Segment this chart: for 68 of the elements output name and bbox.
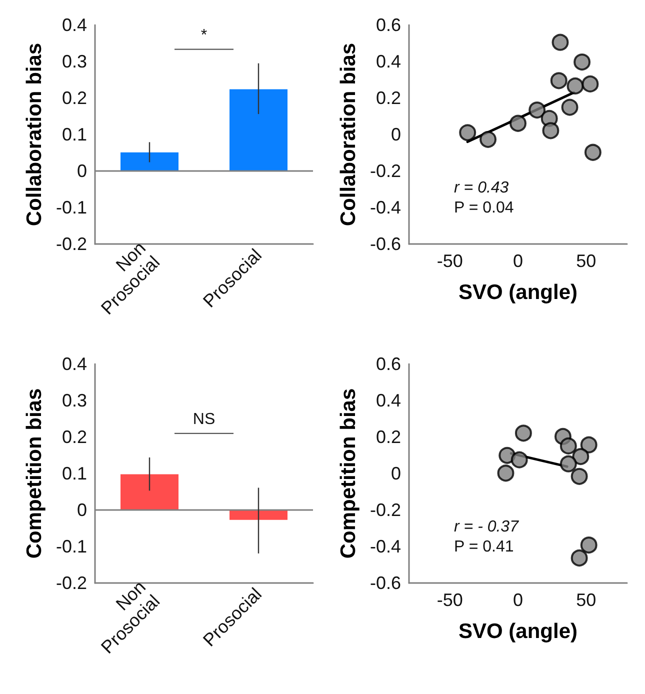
y-tick-label: -0.4	[370, 536, 401, 556]
y-tick-label: -0.2	[56, 573, 87, 593]
y-tick-label: 0.2	[376, 88, 401, 108]
x-tick-label: -50	[436, 590, 463, 610]
x-tick-label: 0	[512, 251, 524, 271]
point	[497, 464, 514, 482]
y-tick-label: -0.4	[370, 198, 401, 218]
point	[566, 77, 584, 94]
y-tick-label: 0.3	[62, 390, 87, 410]
x-tick-label: 50	[576, 590, 596, 610]
y-tick-label: 0.3	[62, 52, 87, 72]
y-tick-label: 0.4	[376, 52, 401, 72]
y-tick-label: 0.6	[376, 354, 401, 374]
y-axis-title: Competition bias	[23, 388, 46, 559]
y-tick-label: 0.4	[62, 15, 87, 35]
point	[528, 102, 546, 119]
y-tick-label: -0.2	[370, 500, 401, 520]
y-tick-label: 0.4	[62, 354, 87, 374]
y-tick-label: 0.1	[62, 464, 87, 484]
point	[574, 54, 591, 71]
point	[510, 114, 526, 132]
y-tick-label: 0	[76, 161, 87, 181]
point	[480, 130, 497, 148]
point	[580, 536, 598, 554]
point	[552, 34, 569, 51]
point	[550, 72, 568, 90]
x-axis-title: SVO (angle)	[458, 620, 578, 643]
y-tick-label: 0	[76, 500, 87, 520]
x-tick-label: 0	[512, 590, 524, 610]
y-tick-label: 0.4	[376, 390, 401, 410]
point	[510, 451, 528, 468]
x-tick-label: -50	[436, 251, 463, 271]
y-axis-title: Collaboration bias	[337, 42, 360, 226]
y-tick-label: -0.2	[370, 161, 401, 181]
y-tick-label: 0.1	[62, 124, 87, 144]
annotation: *	[200, 26, 208, 44]
y-tick-label: -0.1	[56, 198, 87, 218]
point	[570, 468, 588, 485]
y-tick-label: -0.6	[370, 573, 401, 593]
y-tick-label: -0.6	[370, 234, 401, 254]
annotation: NS	[192, 410, 216, 428]
point	[542, 122, 560, 140]
point	[570, 550, 588, 566]
y-tick-label: 0.2	[62, 88, 87, 108]
y-axis-title: Competition bias	[337, 388, 360, 559]
point	[560, 437, 577, 454]
point	[584, 144, 602, 161]
y-axis-title: Collaboration bias	[23, 42, 46, 226]
y-tick-label: 0	[390, 464, 401, 484]
point	[561, 98, 578, 116]
y-tick-label: -0.2	[56, 234, 87, 254]
point	[582, 75, 599, 92]
point	[580, 436, 598, 454]
x-axis-title: SVO (angle)	[458, 281, 578, 304]
y-tick-label: 0.6	[376, 15, 401, 35]
annotation: P = 0.04	[454, 200, 514, 216]
point	[572, 448, 590, 466]
x-tick-label: 50	[576, 251, 596, 271]
y-tick-label: 0.2	[62, 427, 87, 447]
annotation: P = 0.41	[454, 538, 514, 556]
annotation: r = - 0.37	[454, 518, 520, 536]
y-tick-label: 0	[390, 124, 401, 144]
point	[560, 455, 577, 472]
annotation: r = 0.43	[454, 180, 509, 196]
point	[514, 424, 532, 442]
point	[459, 124, 476, 142]
y-tick-label: 0.2	[376, 427, 401, 447]
y-tick-label: -0.1	[56, 536, 87, 556]
